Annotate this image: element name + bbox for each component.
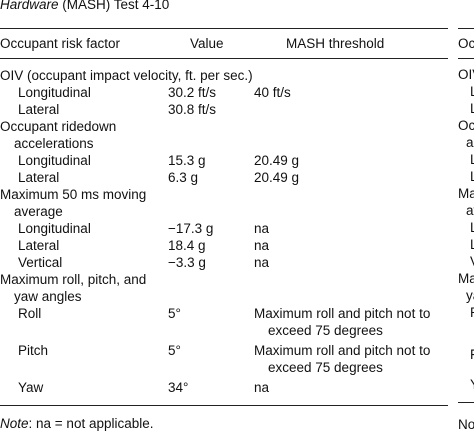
threshold-cell: 20.49 g [254,170,300,185]
data-row: Roll 5° Maximum roll and pitch not to exce… [0,305,448,339]
header-cell: Occupant risk factor [0,28,168,59]
value-cell: 30.8 ft/s [168,102,217,117]
threshold-cell: na [254,255,270,270]
value-cell: 34° [168,376,254,406]
value-cell: 15.3 g [168,153,206,168]
fragment-text: yaw [466,288,474,303]
value-cell: 5° [168,343,181,358]
data-row: Longitudinal −17.3 g na [0,220,448,237]
fragment-text: L [470,220,474,235]
group-label: OIV (occupant impact velocity, ft. per s… [0,68,253,83]
threshold-cell: na [254,238,270,253]
fragment-text: av [466,203,474,218]
fragment-text: Oce [458,36,474,51]
note-label: Note [0,416,29,431]
table-body: OIV (occupant impact velocity, ft. per s… [0,59,448,406]
group-row: Maximum 50 ms moving average [0,186,448,220]
value-cell: −3.3 g [168,255,206,270]
group-label: Maximum roll, pitch, and yaw angles [0,272,147,304]
factor-cell: Pitch [18,343,49,358]
header-cell: MASH threshold [254,28,448,59]
factor-cell: Roll [18,306,42,321]
factor-cell: Longitudinal [18,153,91,168]
threshold-cell: 40 ft/s [254,85,291,100]
factor-cell: Yaw [0,376,168,406]
value-cell: 18.4 g [168,238,206,253]
factor-cell: Vertical [18,255,63,270]
fragment-text: R [470,304,474,321]
group-row: OIV (occupant impact velocity, ft. per s… [0,59,448,85]
threshold-cell: Maximum roll and pitch not to exceed 75 … [254,306,431,338]
fragment-text: V [470,253,474,270]
data-row: Lateral 30.8 ft/s [0,101,448,118]
fragment-text: L [470,84,474,99]
header-row: Occupant risk factor Value MASH threshol… [0,28,448,59]
caption: Hardware (MASH) Test 4-10 [0,0,169,12]
note: Note: na = not applicable. [0,416,154,431]
data-row: Pitch 5° Maximum roll and pitch not to exc… [0,339,448,376]
fragment-text: Y [470,376,474,393]
factor-cell: Lateral [18,170,60,185]
threshold-cell: na [254,376,448,406]
results-table: Occupant risk factor Value MASH threshol… [0,28,448,406]
threshold-cell [254,101,448,118]
data-row: Longitudinal 15.3 g 20.49 g [0,152,448,169]
rule [458,28,474,29]
note-text: : na = not applicable. [28,416,154,431]
fragment-text: Occ [458,118,474,133]
group-label: Maximum 50 ms moving average [0,187,147,219]
factor-cell: Lateral [18,238,60,253]
group-label: Occupant ridedown accelerations [0,119,117,151]
caption-text: (MASH) Test 4-10 [58,0,170,12]
data-row: Vertical −3.3 g na [0,254,448,271]
fragment-text: F [470,346,474,363]
fragment-text: L [470,237,474,252]
data-row: Lateral 18.4 g na [0,237,448,254]
factor-cell: Longitudinal [18,85,91,100]
fragment-text: L [470,101,474,116]
fragment-text: L [470,152,474,167]
data-row: Lateral 6.3 g 20.49 g [0,169,448,186]
factor-cell: Lateral [18,102,60,117]
group-row: Maximum roll, pitch, and yaw angles [0,271,448,305]
threshold-cell: 20.49 g [254,153,300,168]
data-row: Yaw 34° na [0,376,448,406]
data-row: Longitudinal 30.2 ft/s 40 ft/s [0,84,448,101]
fragment-text: Note [458,417,474,431]
rule [458,402,474,403]
value-cell: 30.2 ft/s [168,85,217,100]
fragment-text: acce [466,135,474,150]
caption-italic: Hardware [0,0,59,12]
fragment-text: Max [458,271,474,286]
value-cell: 6.3 g [168,170,199,185]
fragment-text: L [470,169,474,184]
threshold-cell: Maximum roll and pitch not to exceed 75 … [254,343,431,375]
fragment-text: Max [458,186,474,201]
header-cell: Value [168,28,254,59]
fragment-text: OIV [458,67,474,82]
value-cell: −17.3 g [168,221,214,236]
group-row: Occupant ridedown accelerations [0,118,448,152]
adjacent-table-fragment: OceOIVLLOccacceLLMaxavLLVMaxyawRFYNote [456,0,474,431]
threshold-cell: na [254,221,270,236]
value-cell: 5° [168,306,181,321]
rule [458,58,474,59]
factor-cell: Longitudinal [18,221,91,236]
